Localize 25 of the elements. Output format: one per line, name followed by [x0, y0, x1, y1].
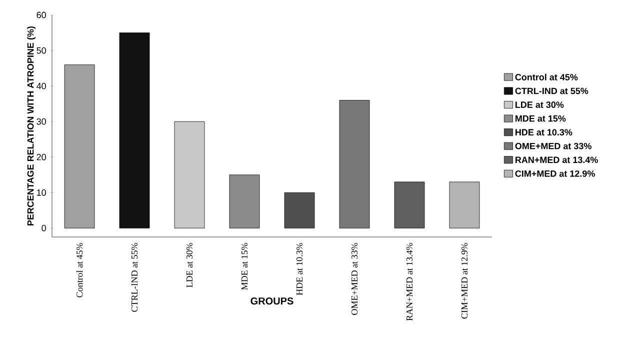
legend-label: OME+MED at 33% [515, 142, 592, 150]
x-axis-title: GROUPS [250, 297, 294, 305]
y-tick-label: 60 [36, 12, 46, 18]
legend-label: Control at 45% [515, 74, 578, 80]
y-tick-label: 10 [37, 189, 46, 196]
legend-label: CTRL-IND at 55% [515, 88, 588, 94]
x-tick-label: MDE at 15% [241, 242, 248, 290]
legend-label: MDE at 15% [516, 115, 566, 122]
x-tick-label: HDE at 10.3% [296, 242, 303, 296]
y-tick-label: 20 [36, 154, 46, 160]
legend-label: CIM+MED at 12.9% [515, 170, 595, 177]
legend-label: RAN+MED at 13.4% [516, 156, 598, 164]
x-tick-label: CTRL-IND at 55% [131, 242, 138, 312]
x-tick-label: LDE at 30% [186, 242, 193, 288]
y-tick-label: 0 [42, 224, 46, 232]
legend-label: HDE at 10.3% [516, 129, 572, 136]
legend-label: LDE at 30% [516, 102, 564, 108]
y-tick-label: 50 [36, 47, 46, 54]
y-tick-label: 40 [36, 82, 46, 90]
y-tick-label: 30 [36, 118, 46, 125]
x-tick-label: OME+MED at 33% [351, 242, 358, 315]
x-tick-label: RAN+MED at 13.4% [406, 242, 413, 321]
y-axis-title: PERCENTAGE RELATION WITH ATROPINE (%) [27, 26, 36, 226]
x-tick-label: CIM+MED at 12.9% [461, 242, 468, 319]
x-tick-label: Control at 45% [76, 242, 83, 298]
